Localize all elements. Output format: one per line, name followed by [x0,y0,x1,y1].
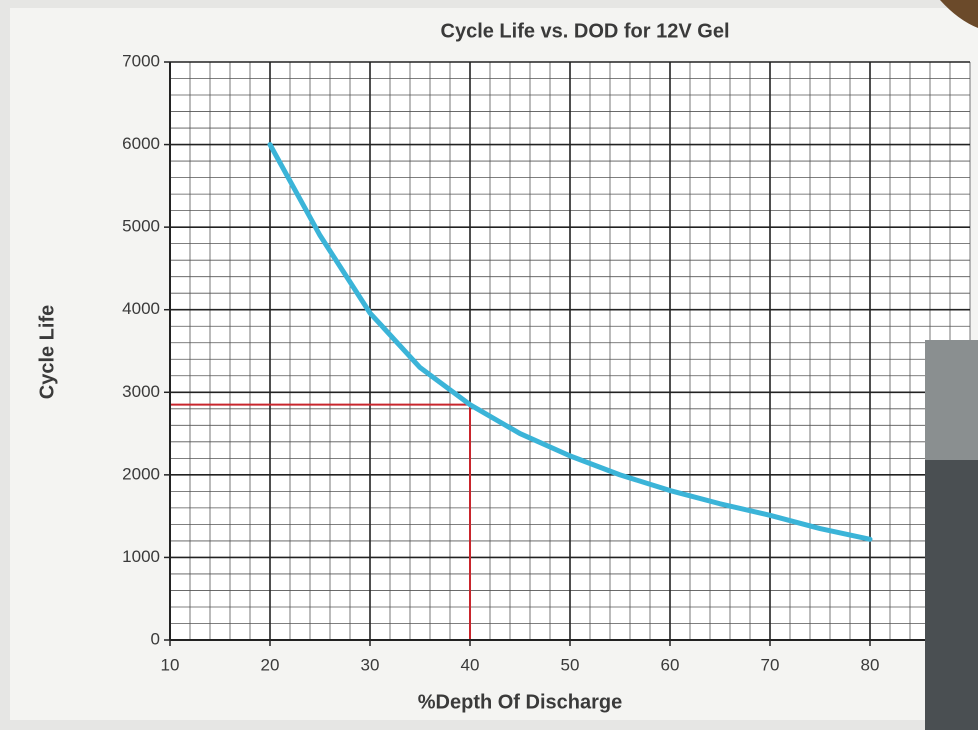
plot-area: 0 1000 2000 3000 4000 5000 6000 7000 10 20 30 40 50 6… [122,51,970,674]
x-axis-label: %Depth Of Discharge [418,691,622,713]
y-axis-label: Cycle Life [36,305,58,399]
x-tick-label: 20 [261,655,280,674]
x-tick-label: 70 [761,655,780,674]
y-tick-label: 1000 [122,547,160,566]
chart-title: Cycle Life vs. DOD for 12V Gel [441,20,730,42]
y-tick-label: 4000 [122,299,160,318]
y-tick-label: 5000 [122,217,160,236]
chart: 0 1000 2000 3000 4000 5000 6000 7000 10 20 30 40 50 6… [0,0,978,730]
y-tick-label: 3000 [122,382,160,401]
x-tick-label: 50 [561,655,580,674]
photo-overlay-top [925,340,978,460]
x-tick-label: 40 [461,655,480,674]
x-tick-label: 80 [861,655,880,674]
x-tick-label: 10 [161,655,180,674]
x-tick-label: 30 [361,655,380,674]
y-tick-label: 7000 [122,51,160,70]
y-tick-label: 0 [151,629,160,648]
y-tick-label: 6000 [122,134,160,153]
y-tick-label: 2000 [122,464,160,483]
x-tick-label: 60 [661,655,680,674]
